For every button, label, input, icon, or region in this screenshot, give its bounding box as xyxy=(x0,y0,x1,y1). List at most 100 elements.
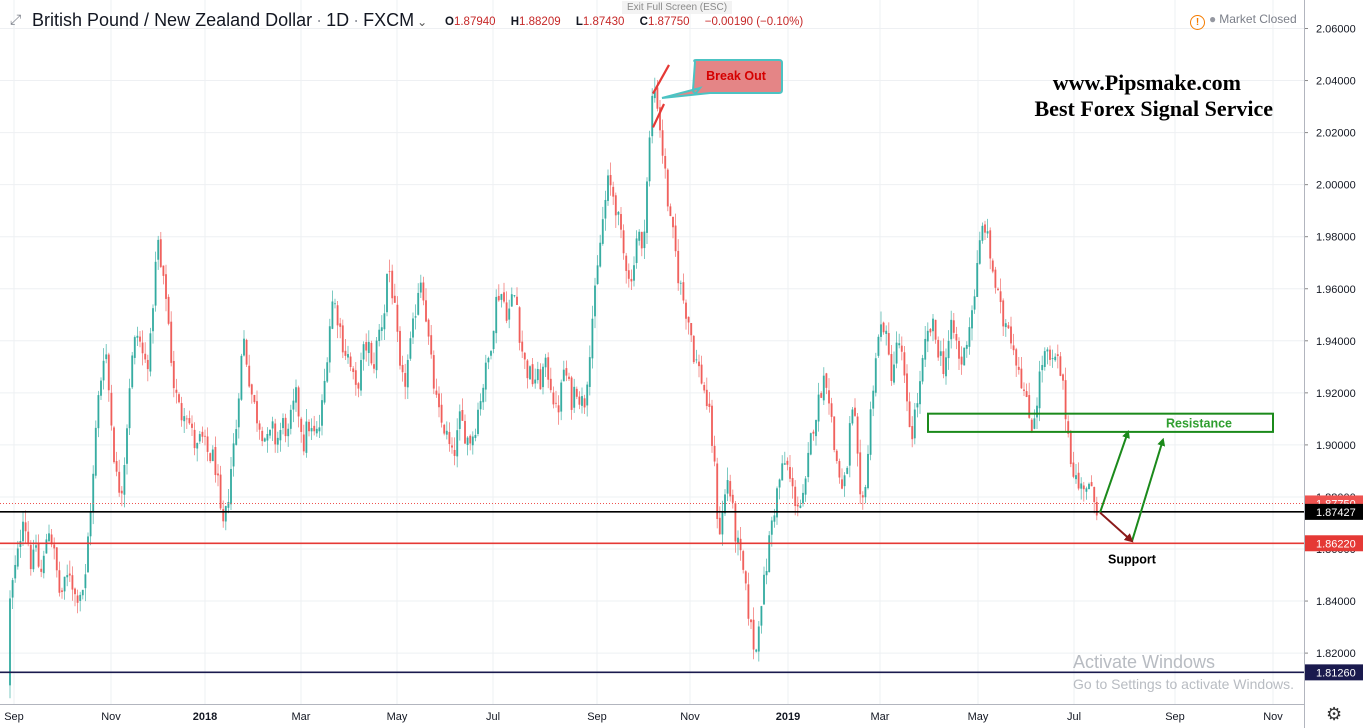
candle-body xyxy=(690,323,693,336)
candle-body xyxy=(266,433,269,441)
high-value: 1.88209 xyxy=(519,16,561,28)
candle-body xyxy=(367,341,370,354)
candle-body xyxy=(885,330,888,334)
candle-body xyxy=(898,343,901,346)
candle-body xyxy=(458,411,461,429)
candle-body xyxy=(300,418,303,432)
candle-body xyxy=(867,453,869,489)
candle-body xyxy=(243,338,245,356)
candle-body xyxy=(947,340,950,359)
interval-label[interactable]: 1D xyxy=(326,10,350,30)
market-status[interactable]: ! ● Market Closed xyxy=(1190,12,1297,30)
candle-body xyxy=(661,130,664,156)
candle-body xyxy=(185,418,188,420)
watermark-tagline: Best Forex Signal Service xyxy=(1034,96,1274,121)
candle-body xyxy=(890,354,893,381)
x-tick-label: 2019 xyxy=(776,711,800,723)
candle-body xyxy=(653,89,656,99)
candle-body xyxy=(1072,462,1075,477)
y-tick-label: 1.98000 xyxy=(1316,232,1356,244)
x-tick-label: Sep xyxy=(1165,711,1185,723)
gear-icon[interactable]: ⚙ xyxy=(1326,704,1343,725)
price-label-bg xyxy=(1305,664,1363,681)
candle-body xyxy=(562,369,565,382)
candle-body xyxy=(939,351,942,356)
candle-body xyxy=(440,404,443,423)
ohlc-readout: O1.87940 H1.88209 L1.87430 C1.87750 −0.0… xyxy=(445,16,804,28)
candle-body xyxy=(466,437,469,445)
candle-body xyxy=(666,169,669,207)
candle-body xyxy=(1069,432,1072,465)
candle-body xyxy=(620,214,622,230)
candle-body xyxy=(240,355,243,400)
candle-body xyxy=(206,436,209,452)
candle-body xyxy=(310,428,313,432)
candle-body xyxy=(521,341,524,352)
breakout-stroke-top xyxy=(652,64,670,95)
breakout-callout[interactable] xyxy=(661,59,783,99)
candle-body xyxy=(417,292,420,315)
candle-body xyxy=(614,195,617,216)
candle-body xyxy=(651,95,654,137)
candle-body xyxy=(196,442,199,449)
chevron-down-icon[interactable]: ⌄ xyxy=(417,15,428,29)
candle-body xyxy=(549,378,552,391)
x-tick-label: Jul xyxy=(1067,711,1081,723)
candle-body xyxy=(105,354,108,360)
candle-body xyxy=(97,395,100,429)
candle-body xyxy=(419,282,422,293)
candle-body xyxy=(180,403,183,421)
candle-body xyxy=(887,333,890,355)
candle-body xyxy=(734,503,737,542)
expand-icon[interactable]: ⤢ xyxy=(10,12,22,28)
candle-body xyxy=(872,390,875,409)
candle-body xyxy=(1015,349,1018,366)
candle-body xyxy=(778,479,781,488)
candle-body xyxy=(430,335,433,355)
price-axis[interactable]: 2.06000 2.04000 2.02000 2.00000 1.98000 1.960… xyxy=(1304,0,1363,728)
x-tick-label: May xyxy=(387,711,408,723)
exit-fullscreen-button[interactable]: Exit Full Screen (ESC) xyxy=(622,1,733,14)
candle-body xyxy=(1020,368,1023,389)
x-tick-label: Mar xyxy=(292,711,311,723)
candle-body xyxy=(773,515,776,522)
candle-body xyxy=(383,313,386,330)
resistance-zone[interactable] xyxy=(927,412,1274,433)
candle-body xyxy=(128,388,131,429)
y-tick-label: 1.82000 xyxy=(1316,648,1356,660)
candle-body xyxy=(752,619,755,650)
candle-body xyxy=(963,347,966,366)
candle-body xyxy=(698,361,700,367)
time-axis[interactable]: Sep Nov 2018 Mar May Jul Sep Nov 2019 Mar May Jul Se… xyxy=(0,704,1304,724)
candle-body xyxy=(380,327,383,331)
candle-body xyxy=(638,231,641,241)
candle-body xyxy=(35,545,37,548)
candle-body xyxy=(42,555,45,574)
candle-body xyxy=(978,240,981,264)
candle-body xyxy=(893,364,895,383)
breakout-label: Break Out xyxy=(706,69,767,83)
candles xyxy=(9,77,1098,699)
candle-body xyxy=(406,359,409,388)
candle-body xyxy=(617,211,620,215)
candle-body xyxy=(950,319,953,340)
candle-body xyxy=(357,383,360,389)
candle-body xyxy=(815,420,817,437)
candle-body xyxy=(373,364,375,369)
drawing-annotations[interactable]: Break Out Resistance Support xyxy=(652,59,1274,566)
candle-body xyxy=(227,501,230,508)
candle-body xyxy=(718,517,721,535)
y-tick-label: 1.96000 xyxy=(1316,284,1356,296)
candle-body xyxy=(1067,421,1070,434)
candle-body xyxy=(835,450,838,462)
symbol-title[interactable]: British Pound / New Zealand Dollar · 1D · FX… xyxy=(32,10,428,30)
candle-body xyxy=(877,336,880,356)
candle-body xyxy=(315,428,318,434)
candle-body xyxy=(149,333,152,372)
candle-body xyxy=(544,357,547,368)
candle-body xyxy=(253,394,256,403)
candle-body xyxy=(490,351,492,356)
candle-body xyxy=(838,461,841,478)
candle-body xyxy=(297,387,300,417)
